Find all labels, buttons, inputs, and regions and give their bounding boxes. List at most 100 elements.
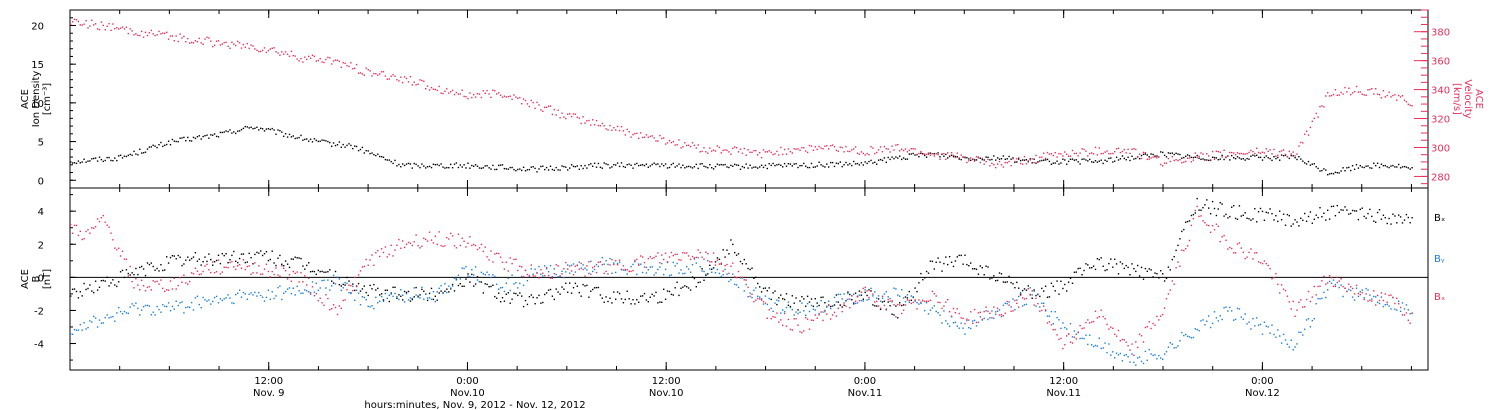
data-point	[112, 239, 114, 241]
data-point	[830, 161, 832, 164]
data-point	[616, 262, 619, 265]
data-point	[478, 247, 481, 249]
data-point	[79, 24, 81, 26]
data-point	[530, 294, 532, 296]
data-point	[542, 110, 544, 112]
data-point	[776, 312, 778, 314]
data-point	[824, 302, 826, 304]
data-point	[1054, 328, 1056, 331]
data-point	[941, 322, 943, 324]
data-point	[1208, 155, 1210, 157]
data-point	[973, 160, 976, 162]
data-point	[1407, 103, 1409, 105]
data-point	[998, 272, 1001, 274]
data-point	[367, 294, 369, 297]
data-point	[382, 300, 385, 302]
data-point	[622, 265, 625, 267]
data-point	[116, 159, 118, 162]
data-point	[144, 290, 147, 292]
data-point	[1181, 230, 1183, 233]
data-point	[1311, 120, 1313, 122]
data-point	[549, 288, 552, 291]
data-point	[133, 150, 135, 153]
data-point	[661, 137, 663, 140]
data-point	[164, 290, 166, 293]
data-point	[98, 28, 101, 31]
data-point	[939, 156, 941, 158]
data-point	[173, 255, 175, 257]
data-point	[273, 297, 275, 300]
data-point	[582, 167, 584, 170]
data-point	[1006, 158, 1008, 160]
data-point	[1033, 289, 1035, 291]
data-point	[668, 139, 671, 142]
data-point	[446, 288, 448, 290]
data-point	[150, 314, 152, 316]
data-point	[707, 152, 709, 154]
data-point	[1096, 161, 1099, 163]
data-point	[956, 156, 958, 158]
data-point	[937, 312, 939, 314]
data-point	[1150, 353, 1152, 355]
data-point	[1083, 337, 1085, 340]
data-point	[1075, 152, 1077, 155]
y2-tick-label: 320	[1431, 115, 1450, 126]
data-point	[1052, 329, 1054, 331]
data-point	[1027, 161, 1029, 163]
data-point	[945, 256, 947, 258]
data-point	[1035, 162, 1037, 164]
data-point	[695, 163, 697, 166]
data-point	[663, 165, 665, 167]
data-point	[87, 326, 89, 329]
data-point	[150, 262, 152, 264]
data-point	[998, 158, 1001, 160]
data-point	[920, 150, 922, 153]
data-point	[1117, 273, 1120, 275]
data-point	[108, 23, 110, 25]
data-point	[745, 263, 747, 265]
data-point	[1000, 314, 1003, 316]
data-point	[133, 273, 135, 276]
data-point	[1376, 301, 1379, 303]
data-point	[1129, 159, 1131, 162]
data-point	[129, 153, 131, 156]
data-point	[304, 275, 306, 277]
data-point	[225, 253, 227, 255]
data-point	[1094, 146, 1097, 149]
data-point	[142, 152, 145, 154]
data-point	[1039, 156, 1041, 158]
data-point	[874, 291, 876, 293]
data-point	[544, 265, 546, 267]
data-point	[1340, 284, 1342, 286]
data-point	[1217, 208, 1219, 210]
data-point	[198, 303, 200, 306]
data-point	[776, 299, 778, 301]
data-point	[1275, 336, 1277, 338]
data-point	[1231, 154, 1233, 157]
data-point	[248, 47, 250, 50]
data-point	[436, 163, 438, 166]
data-point	[722, 249, 724, 251]
data-point	[947, 323, 949, 325]
data-point	[927, 313, 930, 315]
data-point	[636, 299, 638, 301]
data-point	[989, 312, 991, 314]
data-point	[783, 162, 786, 165]
data-point	[1121, 263, 1124, 265]
data-point	[363, 285, 365, 287]
data-point	[718, 146, 721, 149]
data-point	[624, 268, 626, 271]
data-point	[952, 155, 955, 158]
data-point	[1254, 252, 1256, 254]
data-point	[565, 271, 567, 273]
data-point	[981, 318, 983, 320]
data-point	[1323, 168, 1325, 170]
data-point	[977, 312, 980, 314]
data-point	[864, 161, 866, 163]
data-point	[530, 264, 532, 266]
data-point	[308, 262, 310, 264]
data-point	[597, 261, 600, 263]
data-point	[1152, 156, 1154, 158]
data-point	[885, 291, 887, 293]
data-point	[352, 285, 354, 288]
